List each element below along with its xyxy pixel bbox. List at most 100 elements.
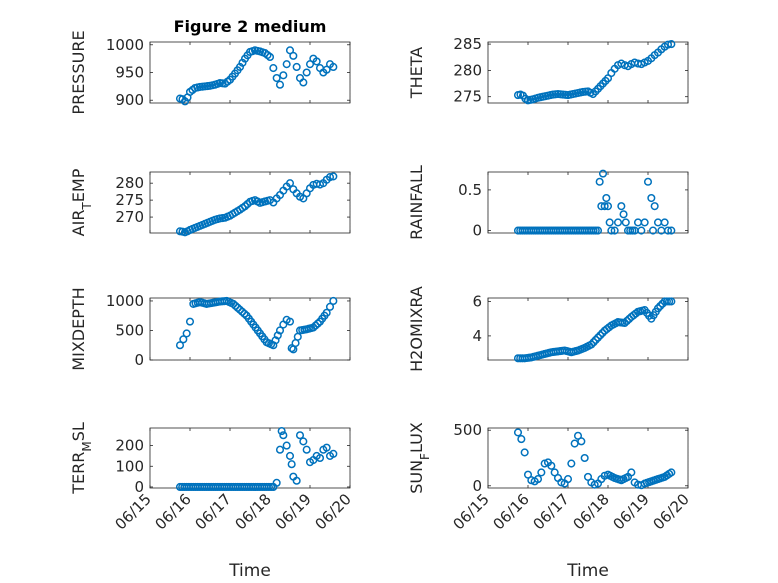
data-point [292,62,301,72]
data-point [667,40,676,49]
data-point [175,341,185,350]
y-tick-label: 6 [472,292,482,310]
data-point [269,64,278,73]
data-point [619,210,628,219]
data-point [667,226,676,235]
data-point [312,57,321,66]
data-point [620,318,629,328]
y-tick-label: 1000 [106,36,144,54]
y-tick-label: 280 [115,174,144,192]
data-point [663,226,673,235]
data-point [299,78,308,87]
subplot-6: 4 6 H2OMIXRA [407,286,689,372]
data-point [658,299,667,308]
data-point [275,445,285,454]
y-axis-label: THETA [407,47,426,99]
data-point [610,226,619,235]
data-point [605,218,614,227]
y-tick-label: 275 [453,88,482,106]
data-point [277,427,286,436]
x-tick-label: 06/19 [272,490,315,533]
data-point [272,478,281,487]
data-point [617,202,626,211]
data-point [289,51,298,60]
data-point [598,169,608,178]
data-point [279,71,288,80]
y-tick-label: 0.5 [458,181,482,199]
x-tick-label: 06/18 [232,490,275,533]
data-point [302,68,311,77]
data-point [329,449,338,458]
x-tick-label: 06/15 [450,490,493,533]
data-point [231,301,240,310]
data-point [613,218,623,227]
data-point [607,226,616,235]
data-point [667,468,676,477]
data-point [595,177,604,186]
data-point [580,453,589,463]
x-tick-label: 06/15 [112,490,155,533]
data-point [537,468,546,477]
data-point [593,226,603,235]
y-tick-label: 200 [115,437,144,455]
data-point [282,60,291,69]
data-point [279,431,288,440]
x-axis-label: Time [566,561,609,581]
y-tick-label: 0 [134,478,144,496]
y-tick-label: 900 [115,91,144,109]
data-point [603,202,613,211]
data-point [233,303,242,312]
x-tick-label: 06/17 [530,490,573,533]
data-point [229,299,238,308]
y-tick-label: 270 [115,208,144,226]
x-axis-label: Time [228,561,271,581]
data-point [235,305,245,314]
data-point [179,335,188,344]
x-tick-label: 06/16 [152,490,195,533]
data-point [567,459,576,468]
data-point [329,172,338,181]
data-point [647,193,656,203]
x-tick-label: 06/20 [650,490,693,533]
data-point [589,338,598,347]
data-point [663,40,673,49]
data-point [653,304,663,313]
data-point [322,443,331,452]
data-point [185,317,195,326]
data-point [591,335,600,344]
chart-title: Figure 2 medium [174,17,327,36]
data-point [282,441,291,450]
axes-frame [487,171,689,234]
subplot-1: 900 950 1000 PRESSURE Figure 2 medium [69,17,351,115]
subplot-2: 275 280 285 THETA [407,35,689,106]
data-point [660,218,669,227]
x-tick-label: 06/19 [610,490,653,533]
data-point [325,173,335,182]
data-point [275,80,285,89]
data-point [302,445,311,454]
data-point [563,475,573,484]
y-tick-label: 275 [115,191,144,209]
y-tick-label: 0 [472,477,482,495]
data-point [517,435,526,444]
data-point [315,453,325,463]
data-point [598,328,607,338]
data-point [667,297,676,306]
data-point [643,177,653,186]
subplot-5: 0 500 1000 MIXDEPTH [69,287,351,371]
data-point [287,460,296,469]
data-point [272,73,281,83]
y-axis-label: H2OMIXRA [407,286,426,372]
data-point [325,302,335,311]
subplot-4: 0 0.5 RAINFALL [407,165,689,240]
data-point [648,226,658,235]
data-point [285,317,295,326]
data-point [596,331,605,340]
data-point [520,448,529,457]
y-axis-label: RAINFALL [407,165,426,240]
x-tick-label: 06/20 [312,490,355,533]
data-point [285,179,295,188]
data-point [600,202,609,211]
